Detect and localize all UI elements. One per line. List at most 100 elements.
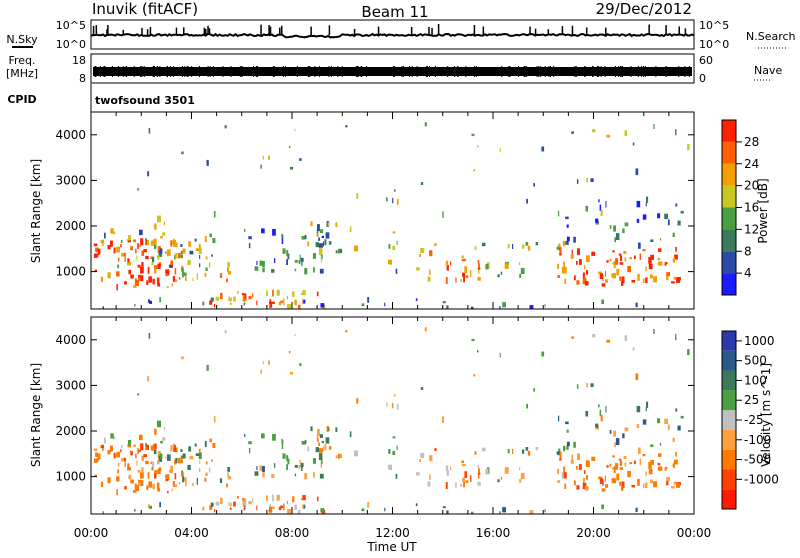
power-cell <box>636 218 640 223</box>
velocity-cell <box>499 352 501 358</box>
power-cell <box>470 306 474 309</box>
power-cell <box>152 278 155 285</box>
power-cell <box>140 266 144 274</box>
power-cell <box>328 241 332 245</box>
velocity-cell <box>667 424 670 431</box>
power-cell <box>121 253 125 257</box>
colorbar-tick-label: 4 <box>744 266 752 280</box>
power-cell <box>317 224 320 232</box>
velocity-cell <box>166 474 170 481</box>
power-cell <box>461 258 466 262</box>
power-cell <box>477 269 480 274</box>
velocity-cell <box>582 482 587 490</box>
velocity-cell <box>614 442 616 448</box>
power-cell <box>147 299 150 303</box>
velocity-cell <box>620 460 622 467</box>
power-cell <box>614 237 616 243</box>
power-cell <box>188 241 192 247</box>
velocity-cell <box>171 488 173 492</box>
power-cell <box>133 285 137 288</box>
power-cell <box>154 265 158 270</box>
power-cell <box>601 283 606 287</box>
power-cell <box>485 263 489 270</box>
power-cell <box>563 267 567 274</box>
velocity-cell <box>556 451 560 455</box>
colorbar-segment <box>722 141 736 164</box>
power-cell <box>599 204 602 211</box>
velocity-cell <box>504 468 509 474</box>
power-cell <box>152 256 155 262</box>
nave-tick-top: 60 <box>699 54 713 67</box>
power-cell <box>124 255 126 262</box>
velocity-cell <box>292 496 295 503</box>
velocity-cell <box>675 408 678 412</box>
power-cell <box>645 277 648 284</box>
velocity-cell <box>150 445 155 451</box>
power-cell <box>419 254 421 257</box>
power-cell <box>316 291 319 297</box>
velocity-cell <box>107 450 111 455</box>
velocity-cell <box>188 446 192 452</box>
power-cell <box>272 289 274 297</box>
power-cell <box>477 276 481 281</box>
power-cell <box>446 305 449 309</box>
power-cell <box>627 266 631 273</box>
velocity-cell <box>262 360 264 365</box>
power-cell <box>113 231 116 235</box>
velocity-cell <box>601 504 604 509</box>
velocity-cell <box>392 402 394 409</box>
velocity-cell <box>561 471 565 479</box>
power-cell <box>302 290 306 296</box>
velocity-cell <box>128 474 132 480</box>
power-cell <box>564 278 567 284</box>
x-tick-label: 16:00 <box>476 526 511 540</box>
power-cell <box>388 244 391 249</box>
velocity-cell <box>631 485 636 488</box>
velocity-cell <box>520 472 525 479</box>
velocity-cell <box>586 475 589 480</box>
velocity-cell <box>243 501 247 506</box>
power-colorbar-label: Power [dB] <box>756 178 770 243</box>
power-ylabel: Slant Range [km] <box>29 159 43 263</box>
velocity-cell <box>600 414 603 422</box>
velocity-cell <box>354 450 358 457</box>
velocity-cell <box>141 455 145 461</box>
power-cell <box>615 258 619 265</box>
power-cell <box>182 248 186 254</box>
power-cell <box>174 279 178 282</box>
velocity-cell <box>648 461 652 469</box>
power-cell <box>606 134 611 138</box>
power-cell <box>392 245 396 250</box>
power-cell <box>229 302 232 305</box>
power-cell <box>642 249 646 252</box>
power-cell <box>420 248 425 253</box>
colorbar-segment <box>722 429 736 450</box>
velocity-cell <box>195 453 200 456</box>
power-cell <box>198 243 201 248</box>
power-cell <box>175 242 178 248</box>
power-cell <box>565 216 569 220</box>
colorbar-tick-label: 24 <box>744 157 759 171</box>
power-cell <box>576 261 578 265</box>
power-cell <box>613 261 616 268</box>
power-cell <box>148 128 151 134</box>
power-cell <box>345 125 348 128</box>
velocity-cell <box>673 481 677 485</box>
velocity-cell <box>609 430 612 434</box>
velocity-cell <box>315 447 319 453</box>
velocity-cell <box>280 505 284 508</box>
velocity-cell <box>322 446 324 452</box>
power-cell <box>139 229 143 236</box>
power-cell <box>162 232 166 236</box>
power-cell <box>298 259 301 265</box>
power-cell <box>227 271 232 275</box>
power-cell <box>571 249 573 257</box>
velocity-cell <box>298 464 301 470</box>
velocity-cell <box>657 462 661 466</box>
velocity-cell <box>619 467 624 470</box>
power-cell <box>461 255 464 258</box>
power-cell <box>590 178 594 182</box>
velocity-cell <box>266 495 268 502</box>
x-tick-label: 00:00 <box>74 526 109 540</box>
power-cell <box>576 179 579 184</box>
